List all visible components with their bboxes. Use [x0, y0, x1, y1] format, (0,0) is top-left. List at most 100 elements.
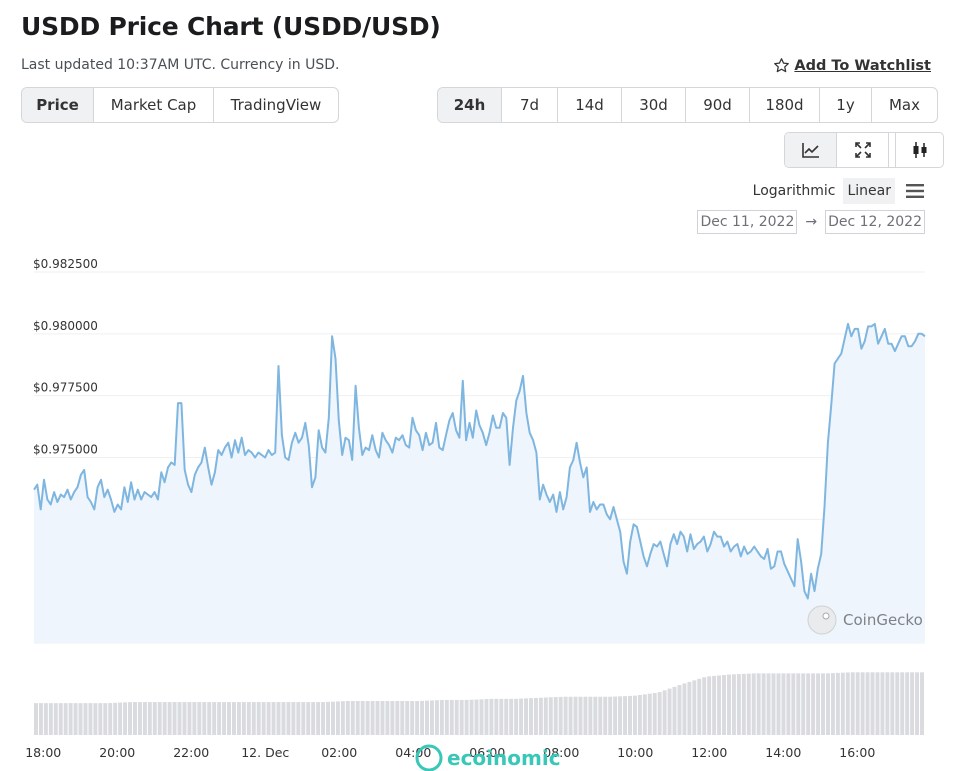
volume-bar — [444, 699, 449, 735]
volume-bar — [702, 677, 707, 735]
tab-tradingview[interactable]: TradingView — [230, 96, 322, 114]
volume-bar — [395, 701, 400, 735]
range-180d[interactable]: 180d — [750, 88, 820, 122]
volume-bar — [598, 696, 603, 735]
volume-bar — [326, 701, 330, 735]
volume-bar — [88, 703, 93, 735]
add-to-watchlist-link[interactable]: Add To Watchlist — [773, 57, 931, 74]
x-tick-label: 02:00 — [321, 745, 357, 760]
volume-bar — [48, 703, 53, 735]
chart-tool-buttons — [784, 132, 944, 168]
volume-bar — [533, 697, 538, 735]
volume-bar — [781, 673, 786, 735]
coingecko-logo-eye — [822, 612, 830, 620]
volume-bar — [306, 702, 311, 735]
range-7d[interactable]: 7d — [502, 88, 558, 122]
volume-bar — [756, 673, 761, 735]
volume-bar — [434, 700, 439, 735]
volume-bar — [385, 701, 390, 735]
volume-bar — [68, 703, 73, 735]
volume-bar — [236, 702, 241, 735]
coingecko-label: CoinGecko — [843, 611, 923, 629]
volume-bar — [608, 696, 613, 735]
volume-bar — [524, 698, 528, 735]
volume-bar — [251, 702, 256, 735]
watermark-label: ecoinomic — [447, 746, 561, 770]
volume-bar — [296, 702, 301, 735]
volume-bar — [489, 698, 494, 735]
range-24h[interactable]: 24h — [438, 88, 502, 122]
x-tick-label: 16:00 — [839, 745, 875, 760]
volume-bar — [860, 672, 865, 735]
volume-bar — [281, 702, 286, 735]
volume-bar — [78, 703, 83, 735]
volume-bar — [657, 692, 662, 735]
volume-bar — [915, 672, 920, 735]
volume-bar — [707, 676, 712, 735]
date-from-input[interactable]: Dec 11, 2022 — [697, 210, 798, 234]
expand-icon — [854, 142, 871, 158]
line-chart-button[interactable] — [785, 133, 837, 167]
volume-bar — [509, 698, 514, 735]
volume-bar — [469, 699, 474, 735]
volume-bar — [34, 703, 38, 735]
volume-bar — [266, 702, 271, 735]
volume-bar — [845, 672, 850, 735]
range-90d[interactable]: 90d — [686, 88, 750, 122]
volume-bar — [855, 672, 860, 735]
volume-bar — [400, 701, 405, 735]
volume-bar — [58, 703, 63, 735]
volume-bar — [212, 702, 217, 735]
tab-market-cap[interactable]: Market Cap — [94, 88, 214, 122]
volume-bar — [811, 673, 816, 735]
volume-bar — [637, 694, 642, 735]
volume-bar — [835, 672, 840, 735]
volume-bar — [722, 675, 726, 735]
volume-bar — [83, 703, 88, 735]
volume-bar — [865, 672, 870, 735]
volume-bar — [123, 702, 128, 735]
volume-bar — [628, 695, 632, 735]
volume-bar — [345, 701, 350, 735]
volume-bar — [652, 693, 657, 735]
hamburger-menu-icon[interactable] — [905, 183, 925, 199]
y-tick-label: $0.975000 — [33, 443, 98, 457]
volume-bar — [548, 697, 553, 735]
linear-option[interactable]: Linear — [843, 178, 895, 204]
tab-price[interactable]: Price — [22, 88, 94, 122]
candlestick-button[interactable] — [895, 133, 943, 167]
volume-bar — [479, 699, 484, 735]
volume-bar — [286, 702, 291, 735]
range-30d[interactable]: 30d — [622, 88, 686, 122]
fullscreen-button[interactable] — [837, 133, 889, 167]
volume-bar — [147, 702, 152, 735]
range-max[interactable]: Max — [888, 96, 920, 114]
range-14d[interactable]: 14d — [558, 88, 622, 122]
date-to-input[interactable]: Dec 12, 2022 — [825, 210, 925, 234]
volume-bar — [717, 675, 722, 735]
volume-bar — [806, 673, 811, 735]
volume-bar — [365, 701, 370, 735]
volume-bar — [192, 702, 197, 735]
volume-bar — [256, 702, 261, 735]
line-chart-icon — [801, 143, 819, 158]
volume-bar — [826, 673, 830, 735]
range-1y[interactable]: 1y — [820, 88, 872, 122]
volume-bar — [504, 698, 509, 735]
volume-bar — [63, 703, 68, 735]
volume-bar — [157, 702, 162, 735]
volume-bar — [875, 672, 880, 735]
volume-bar — [499, 698, 504, 735]
volume-bar — [246, 702, 251, 735]
volume-bar — [207, 702, 212, 735]
volume-bar — [137, 702, 142, 735]
volume-bars — [34, 672, 924, 735]
volume-bar — [558, 696, 563, 735]
x-tick-label: 18:00 — [25, 745, 61, 760]
volume-bar — [167, 702, 172, 735]
volume-bar — [108, 703, 113, 735]
volume-bar — [494, 698, 499, 735]
logarithmic-option[interactable]: Logarithmic — [752, 183, 836, 199]
price-area-fill — [34, 323, 925, 643]
volume-bar — [93, 703, 98, 735]
